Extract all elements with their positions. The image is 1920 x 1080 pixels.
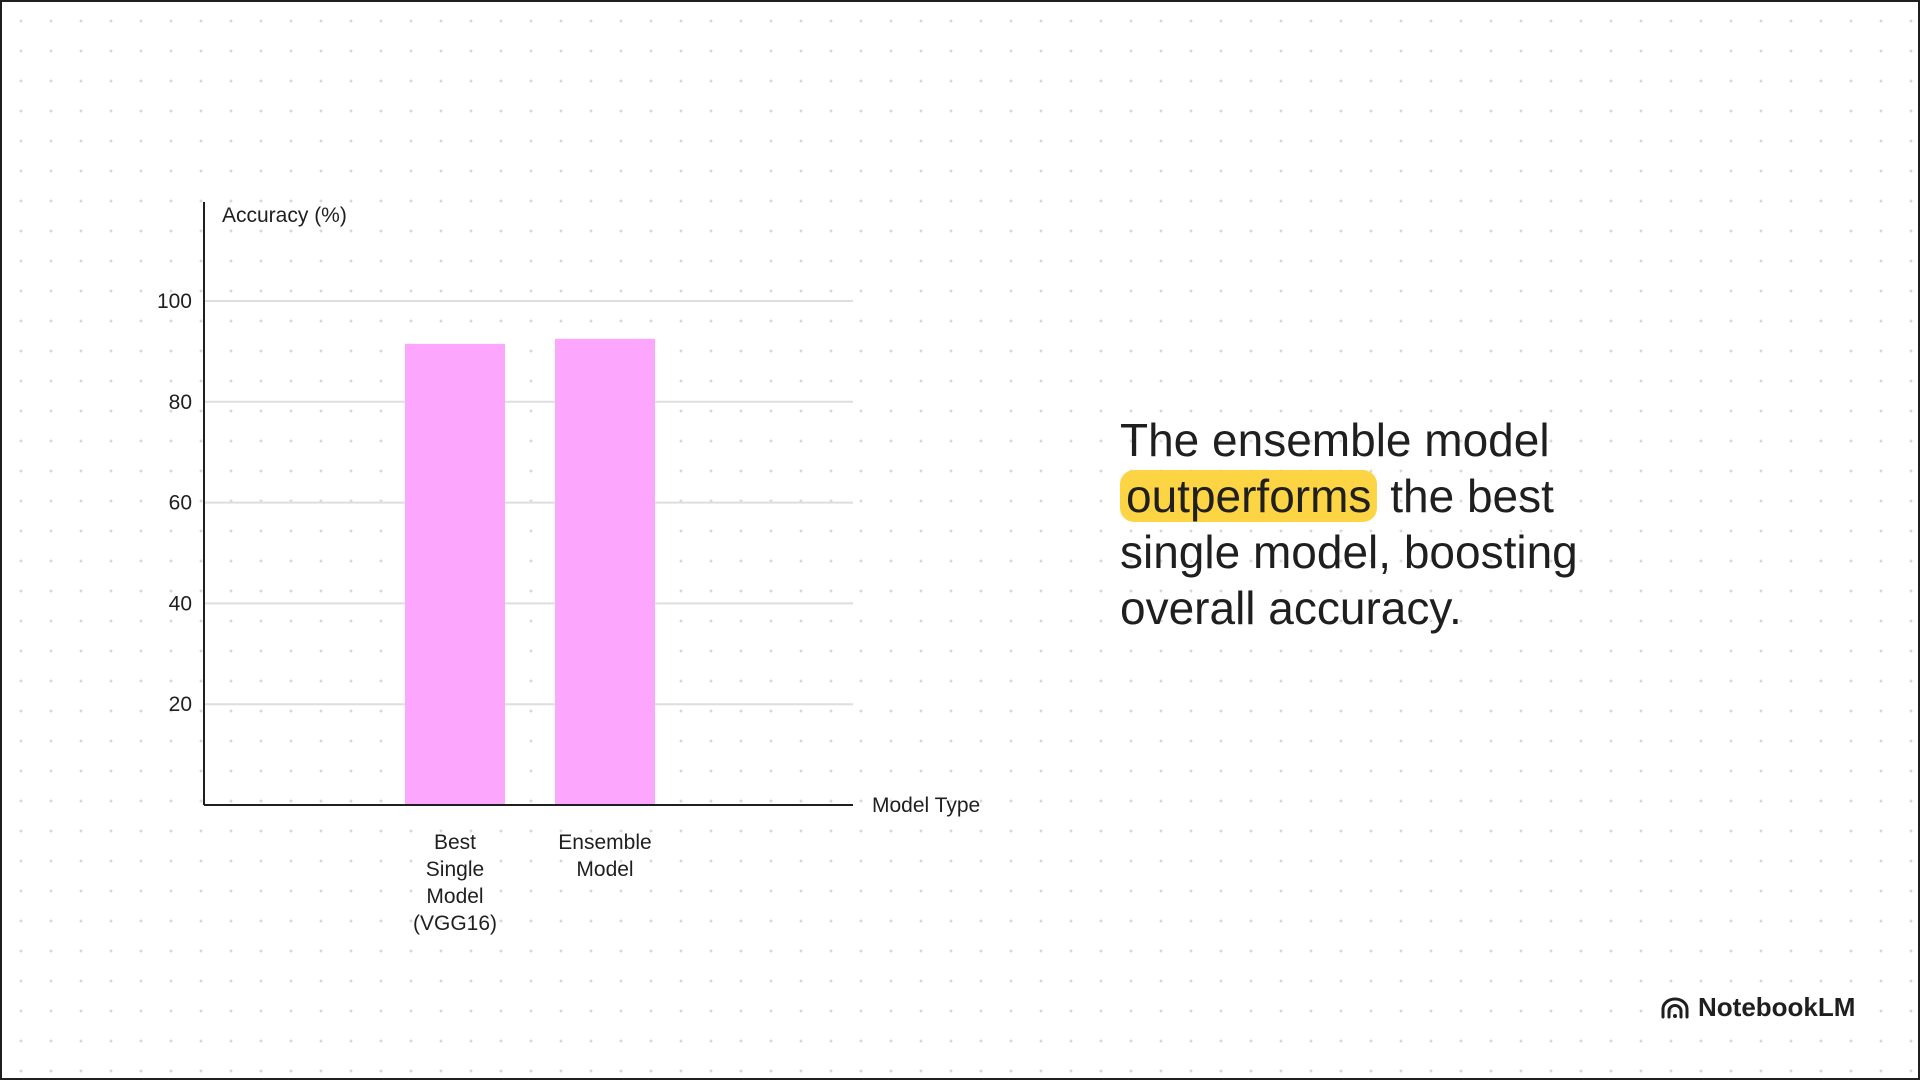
category-label-1: Best Single Model (VGG16) xyxy=(413,831,497,935)
y-tick-label-100: 100 xyxy=(157,290,192,313)
x-category-labels: Best Single Model (VGG16) Ensemble Model xyxy=(413,831,652,935)
y-tick-label-60: 60 xyxy=(169,492,192,515)
y-tick-label-40: 40 xyxy=(169,592,192,615)
x-axis-title: Model Type xyxy=(872,794,980,817)
notebooklm-logo-icon xyxy=(1661,997,1689,1018)
caption-before: The ensemble model xyxy=(1120,414,1550,466)
brand-name: NotebookLM xyxy=(1698,992,1856,1022)
y-tick-labels: 20 40 60 80 100 xyxy=(157,290,192,716)
bars xyxy=(405,338,655,805)
notebooklm-brand: NotebookLM xyxy=(1660,992,1855,1023)
y-tick-label-20: 20 xyxy=(169,693,192,716)
bar-chart: 20 40 60 80 100 Best Single Model (VGG16) Ensemb… xyxy=(157,202,980,935)
caption-highlight: outperforms xyxy=(1120,470,1378,522)
caption-text: The ensemble model outperforms the best s… xyxy=(1120,412,1680,636)
bar-1 xyxy=(405,343,505,805)
category-label-2: Ensemble Model xyxy=(558,831,651,881)
grid-lines xyxy=(204,300,853,706)
y-tick-label-80: 80 xyxy=(169,391,192,414)
bar-2 xyxy=(555,338,655,805)
caption-after: the best single model, boosting overall … xyxy=(1120,470,1578,634)
y-axis-title: Accuracy (%) xyxy=(222,204,347,227)
